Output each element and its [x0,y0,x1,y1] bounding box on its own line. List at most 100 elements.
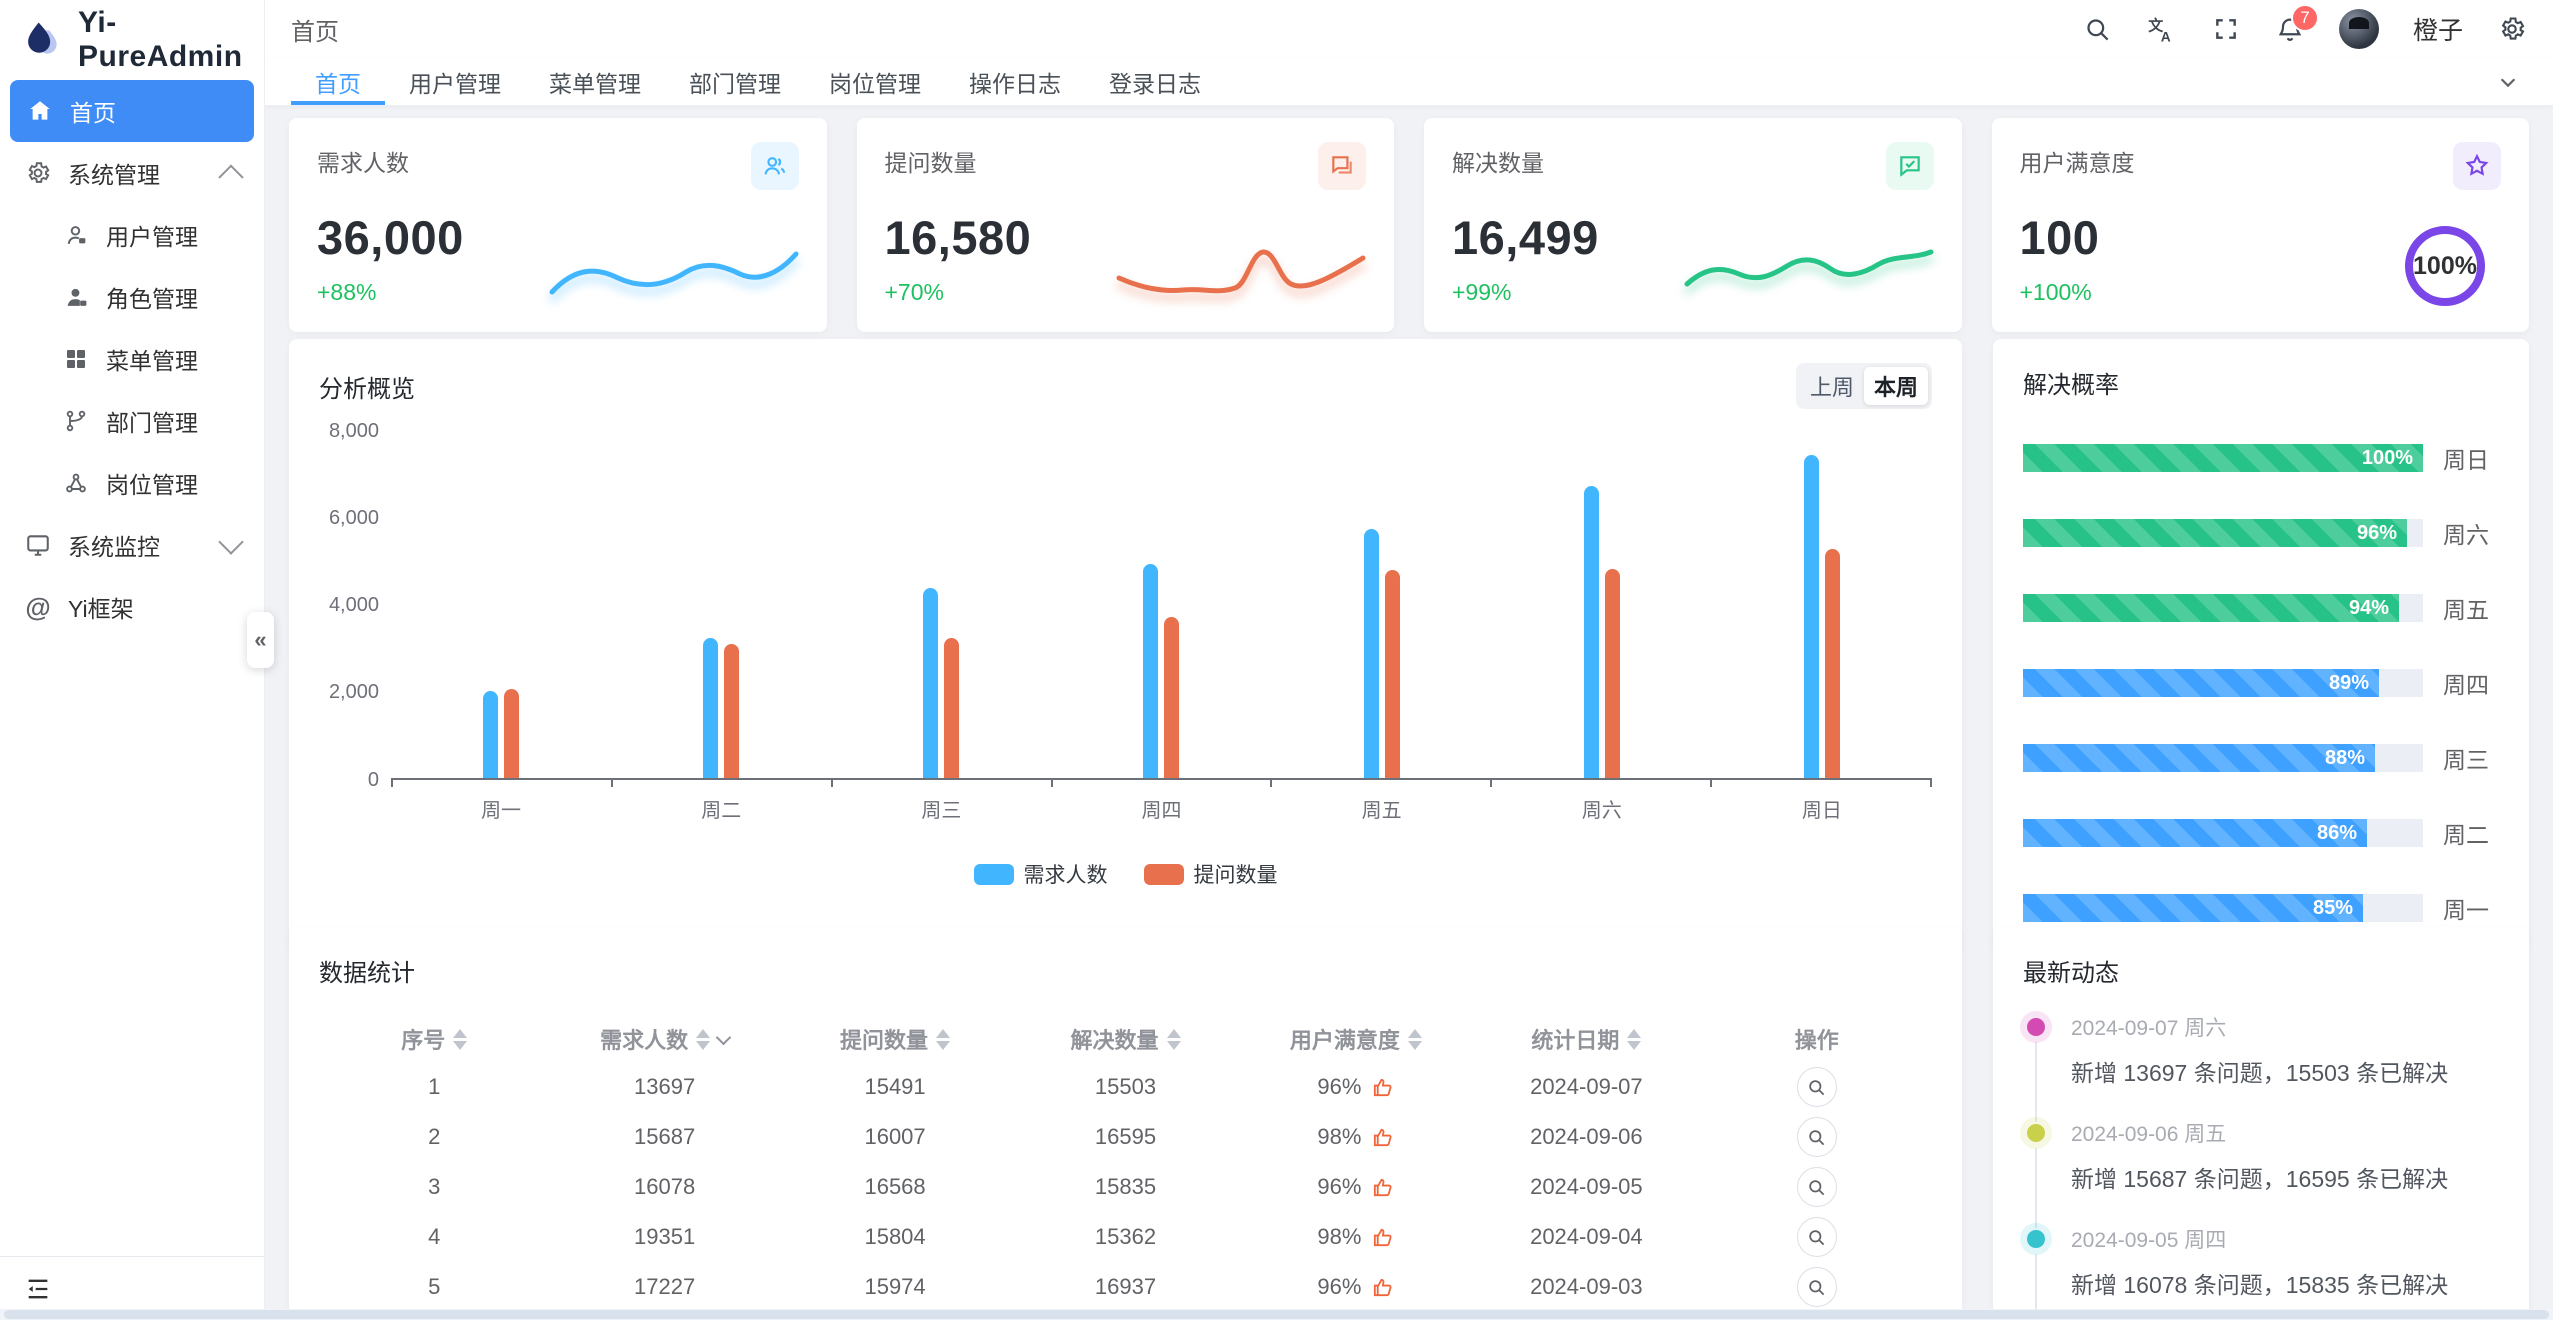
progress-track: 85% [2023,894,2423,922]
th-date[interactable]: 统计日期 [1471,1023,1701,1055]
sort-carets-icon[interactable] [1166,1028,1181,1050]
stat-value: 16,499 [1452,211,1599,264]
table-title: 数据统计 [319,960,415,987]
search-icon[interactable] [2083,14,2113,44]
toggle-last-week[interactable]: 上周 [1809,375,1854,400]
sidebar-item-system-mgmt[interactable]: 系统管理 [0,142,264,204]
legend-demand[interactable]: 需求人数 [973,859,1108,889]
sort-carets-icon[interactable] [1627,1028,1642,1050]
bar-questions[interactable] [1824,549,1840,778]
tab-login-log[interactable]: 登录日志 [1109,70,1201,97]
toggle-this-week[interactable]: 本周 [1864,367,1928,405]
tab-dept-mgmt[interactable]: 部门管理 [689,70,781,97]
stat-title: 提问数量 [884,150,977,176]
sidebar-item-home[interactable]: 首页 [10,80,254,142]
y-tick-label: 0 [367,769,379,791]
tab-post-mgmt[interactable]: 岗位管理 [829,70,921,97]
bar-questions[interactable] [504,688,520,778]
view-detail-button[interactable] [1796,1117,1837,1157]
cell-solved: 15362 [1094,1224,1157,1249]
tab-home[interactable]: 首页 [291,58,385,105]
table-row: 2 15687 16007 16595 98% 2024-09-06 [319,1112,1932,1162]
progress-track: 100% [2023,444,2423,472]
thumbs-up-icon [1374,1178,1392,1196]
sidebar-item-system-monitor[interactable]: 系统监控 [0,514,264,576]
sort-carets-icon[interactable] [453,1028,468,1050]
tab-menu-mgmt[interactable]: 菜单管理 [549,70,641,97]
sort-carets-icon[interactable] [1407,1028,1422,1050]
sidebar-item-post-mgmt[interactable]: 岗位管理 [0,452,264,514]
cell-seq: 4 [428,1224,441,1249]
tab-user-mgmt[interactable]: 用户管理 [409,70,501,97]
bar-demand[interactable] [1803,455,1819,778]
legend-questions[interactable]: 提问数量 [1143,859,1278,889]
settings-gear-icon[interactable] [2497,14,2527,44]
bar-group-thu [1051,431,1271,778]
sidebar-item-dept-mgmt[interactable]: 部门管理 [0,390,264,452]
bar-demand[interactable] [483,690,499,778]
magnifier-icon [1809,1229,1825,1245]
scrollbar-thumb[interactable] [4,1310,2549,1319]
fullscreen-icon[interactable] [2211,14,2241,44]
bar-demand[interactable] [1583,485,1599,778]
user-filled-icon [62,283,90,311]
latest-activity-card: 最新动态 2024-09-07 周六 新增 13697 条问题，15503 条已… [1993,927,2529,1320]
th-actions: 操作 [1794,1028,1839,1053]
solve-row-sun: 100% 周日 [2023,441,2499,475]
notification-bell-icon[interactable]: 7 [2275,4,2319,44]
bar-questions[interactable] [1604,568,1620,778]
breadcrumb[interactable]: 首页 [291,18,339,46]
view-detail-button[interactable] [1796,1267,1837,1307]
progress-fill: 88% [2023,744,2375,772]
monitor-icon [24,531,52,559]
th-seq[interactable]: 序号 [319,1023,549,1055]
avatar[interactable] [2338,9,2379,49]
magnifier-icon [1809,1129,1825,1145]
timeline-list: 2024-09-07 周六 新增 13697 条问题，15503 条已解决 20… [2023,1012,2499,1320]
th-satisfaction[interactable]: 用户满意度 [1241,1023,1471,1055]
bar-demand[interactable] [1363,529,1379,778]
sidebar-collapse-button[interactable]: « [247,612,274,668]
sort-carets-icon[interactable] [696,1028,711,1050]
thumbs-up-icon [1374,1078,1392,1096]
app-logo[interactable]: Yi-PureAdmin [0,0,264,80]
bar-demand[interactable] [1143,564,1159,778]
timeline-dot [2027,1230,2045,1248]
view-detail-button[interactable] [1796,1167,1837,1207]
horizontal-scrollbar[interactable] [0,1309,2553,1320]
th-solved[interactable]: 解决数量 [1010,1023,1240,1055]
cell-seq: 3 [428,1174,441,1199]
th-questions[interactable]: 提问数量 [780,1023,1010,1055]
sidebar-item-user-mgmt[interactable]: 用户管理 [0,204,264,266]
bar-demand[interactable] [923,588,939,778]
username[interactable]: 橙子 [2412,17,2463,45]
bar-questions[interactable] [724,643,740,778]
sidebar-item-menu-mgmt[interactable]: 菜单管理 [0,328,264,390]
filter-chevron-icon[interactable] [715,1029,732,1045]
timeline-text: 新增 13697 条问题，15503 条已解决 [2071,1060,2449,1086]
sidebar-item-role-mgmt[interactable]: 角色管理 [0,266,264,328]
bar-questions[interactable] [1164,616,1180,778]
thumbs-up-icon [1374,1278,1392,1296]
view-detail-button[interactable] [1796,1217,1837,1257]
bar-demand[interactable] [703,638,719,778]
progress-label: 86% [2316,821,2357,844]
stat-delta: +70% [884,279,944,305]
progress-day-label: 周一 [2443,897,2489,923]
timeline-text: 新增 16078 条问题，15835 条已解决 [2071,1272,2449,1298]
tabs-dropdown-chevron-icon[interactable] [2489,58,2527,105]
gear-icon [24,159,52,187]
tab-op-log[interactable]: 操作日志 [969,70,1061,97]
bar-questions[interactable] [944,638,960,778]
view-detail-button[interactable] [1796,1067,1837,1107]
menu-fold-icon[interactable] [24,1275,52,1303]
sort-carets-icon[interactable] [936,1028,951,1050]
stat-card-satisfaction: 用户满意度 100 +100% 100% [1991,118,2529,332]
sidebar-item-yi-framework[interactable]: @ Yi框架 [0,576,264,638]
user-icon [62,221,90,249]
th-demand[interactable]: 需求人数 [549,1023,779,1055]
bar-questions[interactable] [1384,569,1400,778]
